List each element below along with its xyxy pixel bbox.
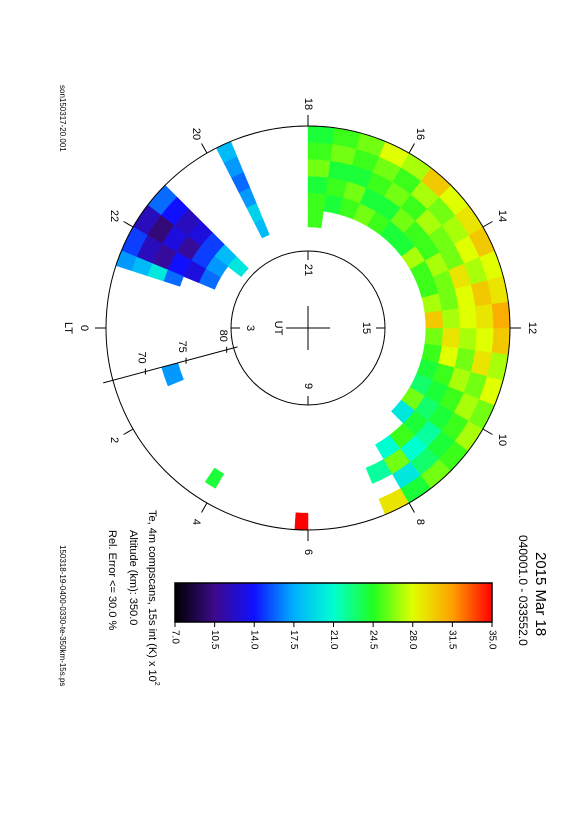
data-cell (474, 327, 494, 353)
data-cell (294, 512, 309, 531)
elevation-tick-label: 75 (176, 341, 188, 353)
data-cell (198, 268, 221, 290)
data-cell (227, 256, 249, 278)
lt-tick (408, 502, 415, 513)
lt-tick (408, 143, 415, 154)
error-note: Rel. Error <= 30.0 % (106, 530, 118, 630)
lt-tick-label: 16 (414, 128, 426, 140)
rotated-plot: 2015 Mar 18 040001.0 - 033552.0 Te, 4m c… (58, 85, 549, 686)
data-cell (491, 327, 511, 355)
data-cell (491, 301, 511, 329)
title: 2015 Mar 18 (532, 552, 549, 636)
elevation-tick-label: 70 (135, 351, 147, 363)
colorbar (174, 582, 493, 623)
colorbar-label-text: Te, 4m compscans, 15s int (K) x 10 (146, 510, 158, 682)
lt-tick-label: 22 (108, 210, 120, 222)
elevation-axis (103, 346, 238, 384)
lt-tick-label: 2 (108, 437, 120, 443)
colorbar-tick-label: 28.0 (407, 630, 418, 650)
data-cell (307, 209, 324, 229)
lt-tick (201, 502, 208, 513)
ut-tick-label: 15 (360, 322, 372, 334)
lt-tick-label: 14 (496, 210, 508, 222)
colorbar-tick-label: 21.0 (328, 630, 339, 650)
ut-tick-label: 9 (302, 383, 314, 389)
data-cell (163, 269, 184, 287)
lt-tick (482, 428, 493, 435)
lt-tick-label: 10 (496, 434, 508, 446)
lt-tick-label: 4 (190, 519, 202, 525)
lt-tick (123, 428, 134, 435)
lt-tick-label: 0 (78, 325, 90, 331)
data-cell (254, 218, 270, 239)
lt-tick (123, 221, 134, 228)
colorbar-tick-label: 31.5 (447, 630, 458, 650)
data-cell (424, 327, 443, 346)
data-cell (307, 125, 335, 145)
data-cell (204, 467, 225, 489)
lt-tick (482, 221, 493, 228)
lt-tick (201, 143, 208, 154)
ut-tick-label: 3 (244, 325, 256, 331)
data-cell (161, 362, 184, 387)
colorbar-tick-label: 17.5 (288, 630, 299, 650)
data-cell (307, 176, 329, 195)
data-cell (307, 142, 333, 162)
source-file: son150317-20.001 (58, 85, 67, 152)
ut-tick-label: 21 (302, 264, 314, 276)
lt-tick-label: 18 (302, 98, 314, 110)
ut-axis-label: UT (272, 321, 284, 336)
data-cell (441, 307, 460, 329)
data-cell (424, 310, 443, 329)
subtitle: 040001.0 - 033552.0 (516, 535, 530, 646)
colorbar-tick-label: 10.5 (209, 630, 220, 650)
lt-tick-label: 8 (414, 519, 426, 525)
lt-tick-label: 20 (190, 128, 202, 140)
output-file: 150318-19-0400-0330-te-350km-15s.ps (58, 545, 67, 686)
lt-tick-label: 12 (526, 322, 538, 334)
colorbar-tick-label: 24.5 (367, 630, 378, 650)
elevation-tick-label: 80 (217, 330, 229, 342)
colorbar-label-exponent: 2 (153, 682, 160, 686)
colorbar-tick-label: 14.0 (249, 630, 260, 650)
colorbar-tick-label: 35.0 (486, 630, 497, 650)
data-cell (307, 159, 331, 179)
colorbar-tick-label: 7.0 (169, 630, 180, 644)
data-cell (457, 327, 477, 351)
data-cell (457, 305, 477, 329)
data-cell (474, 303, 494, 329)
data-cell (307, 193, 326, 212)
colorbar-label: Te, 4m compscans, 15s int (K) x 102 (146, 510, 160, 686)
lt-tick-label: 6 (302, 549, 314, 555)
lt-axis-label: LT (62, 322, 74, 334)
data-cell (441, 327, 460, 349)
altitude-note: Altitude (km): 350.0 (127, 530, 139, 625)
